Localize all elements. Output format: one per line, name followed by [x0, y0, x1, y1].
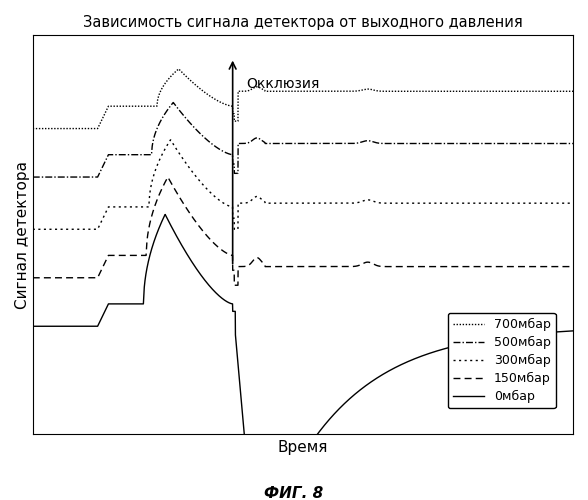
- Title: Зависимость сигнала детектора от выходного давления: Зависимость сигнала детектора от выходно…: [83, 15, 523, 30]
- 700мбар: [123, 103, 130, 109]
- Line: 150мбар: 150мбар: [33, 177, 573, 285]
- 0мбар: [559, 328, 566, 334]
- 0мбар: [569, 328, 576, 334]
- 150мбар: [501, 264, 508, 270]
- 300мбар: [167, 137, 174, 143]
- 300мбар: [123, 204, 130, 210]
- Line: 700мбар: 700мбар: [33, 69, 573, 128]
- 500мбар: [170, 100, 177, 105]
- 0мбар: [162, 212, 169, 218]
- Line: 500мбар: 500мбар: [33, 102, 573, 177]
- Text: ФИГ. 8: ФИГ. 8: [265, 486, 323, 500]
- 150мбар: [29, 275, 36, 281]
- 300мбар: [501, 200, 508, 206]
- 700мбар: [236, 88, 243, 94]
- 500мбар: [559, 140, 566, 146]
- 150мбар: [123, 252, 130, 258]
- 0мбар: [123, 301, 130, 307]
- 500мбар: [29, 174, 36, 180]
- Line: 0мбар: 0мбар: [33, 214, 573, 500]
- 0мбар: [91, 324, 98, 330]
- 0мбар: [29, 324, 36, 330]
- 700мбар: [569, 88, 576, 94]
- 0мбар: [501, 334, 508, 340]
- 300мбар: [29, 226, 36, 232]
- Line: 300мбар: 300мбар: [33, 140, 573, 230]
- 700мбар: [260, 87, 267, 93]
- 150мбар: [237, 264, 244, 270]
- 150мбар: [559, 264, 566, 270]
- 700мбар: [91, 126, 98, 132]
- X-axis label: Время: Время: [278, 440, 328, 455]
- 500мбар: [236, 140, 243, 146]
- 0мбар: [236, 384, 243, 390]
- 700мбар: [559, 88, 566, 94]
- 300мбар: [260, 198, 267, 204]
- 300мбар: [236, 200, 243, 206]
- 300мбар: [559, 200, 566, 206]
- 500мбар: [501, 140, 508, 146]
- 700мбар: [175, 66, 182, 72]
- 300мбар: [569, 200, 576, 206]
- Legend: 700мбар, 500мбар, 300мбар, 150мбар, 0мбар: 700мбар, 500мбар, 300мбар, 150мбар, 0мба…: [448, 313, 556, 408]
- 700мбар: [501, 88, 508, 94]
- 500мбар: [260, 138, 267, 144]
- 700мбар: [29, 126, 36, 132]
- 150мбар: [165, 174, 172, 180]
- 150мбар: [231, 282, 238, 288]
- 500мбар: [91, 174, 98, 180]
- 150мбар: [569, 264, 576, 270]
- Y-axis label: Сигнал детектора: Сигнал детектора: [15, 161, 30, 309]
- 500мбар: [569, 140, 576, 146]
- Text: Окклюзия: Окклюзия: [246, 76, 319, 90]
- 300мбар: [91, 226, 98, 232]
- 500мбар: [123, 152, 130, 158]
- 150мбар: [91, 275, 98, 281]
- 150мбар: [260, 261, 267, 267]
